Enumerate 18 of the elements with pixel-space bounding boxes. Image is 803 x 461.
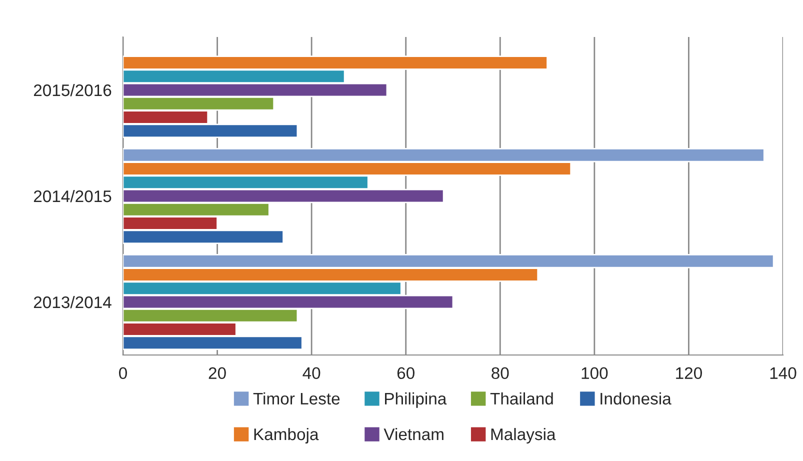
x-tick-label: 100 [582,367,608,380]
legend-label: Vietnam [384,428,444,440]
legend-label: Thailand [490,392,553,405]
y-tick-label: 2014/2015 [34,190,112,202]
x-tick-label: 80 [492,367,509,380]
x-tick-label: 140 [770,367,796,380]
x-tick-label: 40 [302,367,320,380]
x-tick-label: 60 [397,367,414,380]
x-tick-label: 20 [208,367,226,380]
legend-label: Kamboja [254,428,319,444]
legend-label: Malaysia [491,428,556,444]
x-tick-label: 0 [119,367,127,380]
x-tick-label: 120 [676,367,702,380]
y-tick-label: 2013/2014 [34,296,112,308]
legend-label: Philipina [385,392,447,408]
legend-label: Indonesia [600,392,672,405]
legend-label: Timor Leste [253,392,340,405]
y-tick-label: 2015/2016 [34,84,112,96]
